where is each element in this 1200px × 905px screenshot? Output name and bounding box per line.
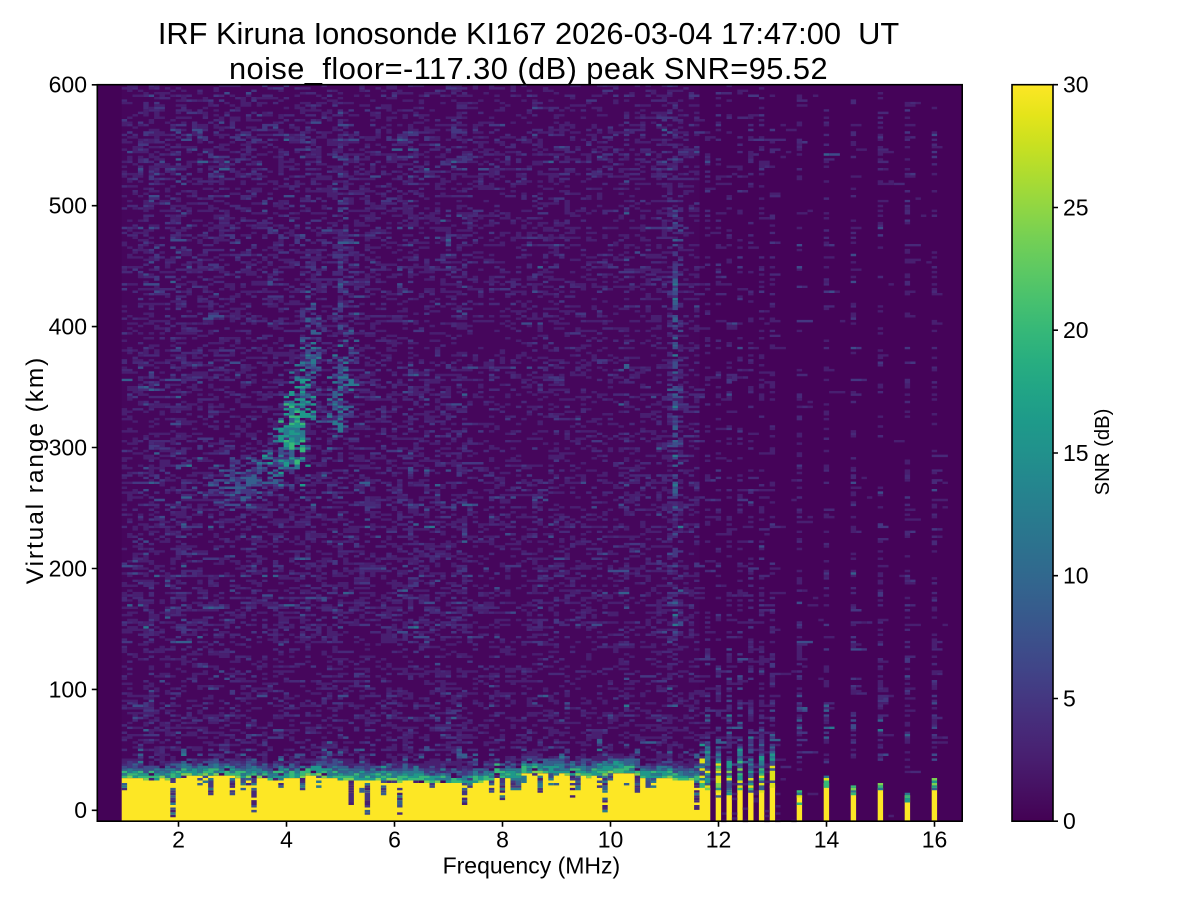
svg-text:400: 400 [49, 314, 87, 340]
svg-text:12: 12 [706, 827, 732, 853]
svg-text:600: 600 [49, 72, 87, 98]
svg-text:6: 6 [388, 827, 401, 853]
svg-text:SNR (dB): SNR (dB) [1092, 409, 1114, 496]
svg-text:Virtual range (km): Virtual range (km) [22, 356, 49, 584]
svg-text:500: 500 [49, 193, 87, 219]
svg-text:8: 8 [496, 827, 509, 853]
svg-text:2: 2 [172, 827, 185, 853]
svg-text:100: 100 [49, 676, 87, 702]
svg-text:300: 300 [49, 434, 87, 460]
svg-text:5: 5 [1063, 685, 1076, 711]
svg-text:noise_floor=-117.30 (dB) peak: noise_floor=-117.30 (dB) peak SNR=95.52 [229, 51, 828, 86]
svg-text:200: 200 [49, 555, 87, 581]
svg-text:4: 4 [280, 827, 293, 853]
svg-text:10: 10 [598, 827, 624, 853]
svg-text:0: 0 [74, 797, 87, 823]
svg-text:10: 10 [1063, 563, 1089, 589]
svg-text:25: 25 [1063, 194, 1089, 220]
svg-text:30: 30 [1063, 72, 1089, 98]
svg-text:Frequency (MHz): Frequency (MHz) [443, 853, 621, 879]
svg-text:20: 20 [1063, 317, 1089, 343]
svg-text:16: 16 [922, 827, 948, 853]
svg-text:14: 14 [814, 827, 840, 853]
svg-text:IRF Kiruna Ionosonde KI167 202: IRF Kiruna Ionosonde KI167 2026-03-04 17… [158, 16, 900, 51]
svg-text:0: 0 [1063, 808, 1076, 834]
svg-text:15: 15 [1063, 440, 1089, 466]
